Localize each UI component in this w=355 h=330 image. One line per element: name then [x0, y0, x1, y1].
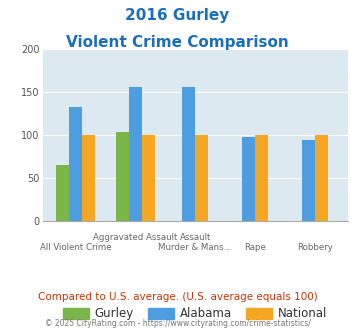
Text: 2016 Gurley: 2016 Gurley	[125, 8, 230, 23]
Bar	[56, 165, 69, 221]
Text: Rape: Rape	[244, 244, 266, 252]
Text: Murder & Mans...: Murder & Mans...	[158, 244, 232, 252]
Bar	[69, 107, 82, 221]
Bar	[302, 141, 315, 221]
Bar	[242, 137, 255, 221]
Bar	[142, 135, 155, 221]
Bar	[82, 135, 95, 221]
Text: Violent Crime Comparison: Violent Crime Comparison	[66, 35, 289, 50]
Text: © 2025 CityRating.com - https://www.cityrating.com/crime-statistics/: © 2025 CityRating.com - https://www.city…	[45, 319, 310, 328]
Bar	[255, 135, 268, 221]
Text: Compared to U.S. average. (U.S. average equals 100): Compared to U.S. average. (U.S. average …	[38, 292, 317, 302]
Text: All Violent Crime: All Violent Crime	[40, 244, 111, 252]
Legend: Gurley, Alabama, National: Gurley, Alabama, National	[58, 303, 332, 325]
Text: Robbery: Robbery	[297, 244, 333, 252]
Bar	[195, 135, 208, 221]
Text: Aggravated Assault: Aggravated Assault	[93, 233, 178, 242]
Text: Assault: Assault	[180, 233, 211, 242]
Bar	[315, 135, 328, 221]
Bar	[129, 87, 142, 221]
Bar	[116, 132, 129, 221]
Bar	[182, 87, 195, 221]
